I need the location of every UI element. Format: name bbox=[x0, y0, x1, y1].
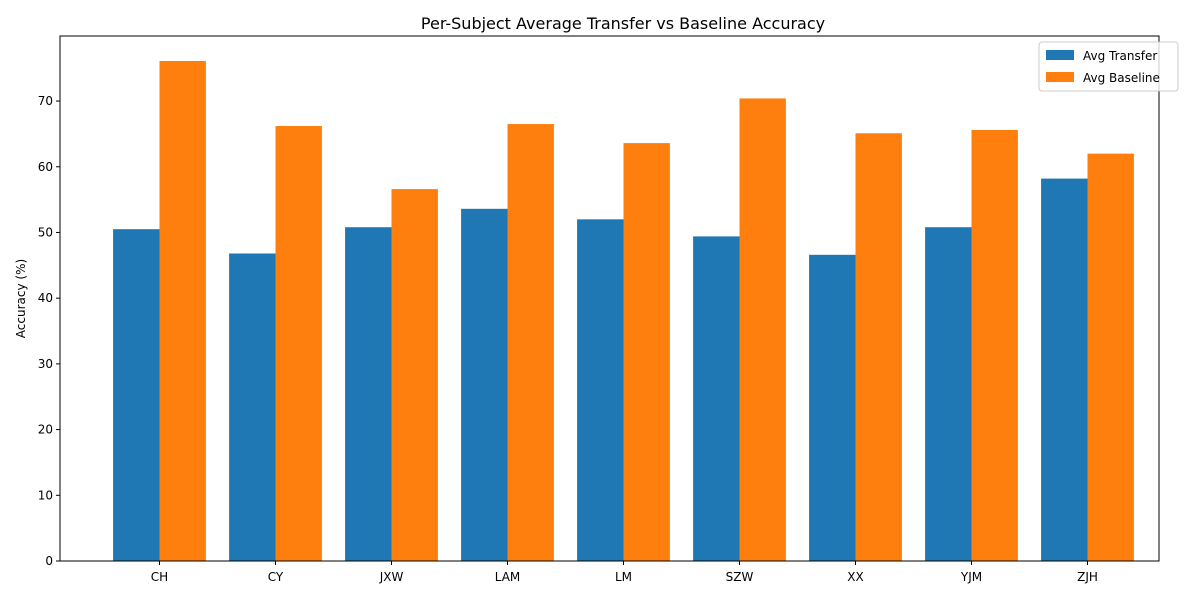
bar-avg-transfer-jxw bbox=[345, 227, 392, 561]
bar-avg-transfer-xx bbox=[809, 254, 856, 561]
y-tick-label: 0 bbox=[45, 554, 53, 568]
bar-avg-transfer-lam bbox=[461, 208, 508, 562]
y-tick-label: 60 bbox=[38, 160, 53, 174]
bar-avg-transfer-yjm bbox=[925, 227, 972, 561]
y-tick-label: 40 bbox=[38, 291, 53, 305]
x-tick-label: LAM bbox=[495, 570, 521, 584]
bar-avg-transfer-ch bbox=[113, 229, 160, 562]
y-tick-label: 30 bbox=[38, 357, 53, 371]
chart-title: Per-Subject Average Transfer vs Baseline… bbox=[421, 14, 825, 33]
legend-label: Avg Transfer bbox=[1083, 49, 1157, 63]
bar-avg-transfer-szw bbox=[693, 236, 740, 562]
bar-avg-baseline-lm bbox=[623, 143, 670, 561]
bar-avg-baseline-zjh bbox=[1087, 153, 1134, 561]
bar-avg-baseline-xx bbox=[855, 133, 902, 561]
y-axis-label: Accuracy (%) bbox=[14, 259, 28, 338]
x-tick-label: SZW bbox=[726, 570, 754, 584]
y-tick-label: 50 bbox=[38, 225, 53, 239]
bar-avg-baseline-szw bbox=[739, 98, 786, 561]
bar-avg-transfer-lm bbox=[577, 219, 624, 561]
bar-avg-baseline-lam bbox=[507, 124, 554, 562]
y-tick-label: 10 bbox=[38, 488, 53, 502]
legend: Avg Transfer Avg Baseline bbox=[1038, 41, 1179, 92]
x-tick-label: CH bbox=[151, 570, 168, 584]
y-axis-ticks: 0 10 20 30 40 50 60 70 bbox=[38, 94, 60, 568]
y-tick-label: 70 bbox=[38, 94, 53, 108]
legend-label: Avg Baseline bbox=[1083, 71, 1160, 85]
bar-avg-baseline-ch bbox=[159, 60, 206, 561]
x-axis-ticks: CH CY JXW LAM LM SZW XX YJM ZJH bbox=[151, 561, 1098, 584]
bar-avg-baseline-yjm bbox=[971, 129, 1018, 562]
y-tick-label: 20 bbox=[38, 423, 53, 437]
bars-group bbox=[113, 60, 1134, 562]
x-tick-label: LM bbox=[615, 570, 632, 584]
bar-avg-baseline-jxw bbox=[391, 189, 438, 561]
legend-swatch bbox=[1046, 72, 1074, 82]
bar-avg-transfer-cy bbox=[229, 253, 276, 562]
x-tick-label: JXW bbox=[379, 570, 404, 584]
bar-avg-transfer-zjh bbox=[1041, 178, 1088, 562]
plot-frame bbox=[59, 35, 1160, 562]
x-tick-label: CY bbox=[268, 570, 284, 584]
bar-avg-baseline-cy bbox=[275, 126, 322, 562]
x-tick-label: YJM bbox=[960, 570, 982, 584]
legend-swatch bbox=[1046, 50, 1074, 60]
x-tick-label: ZJH bbox=[1077, 570, 1098, 584]
x-tick-label: XX bbox=[847, 570, 863, 584]
